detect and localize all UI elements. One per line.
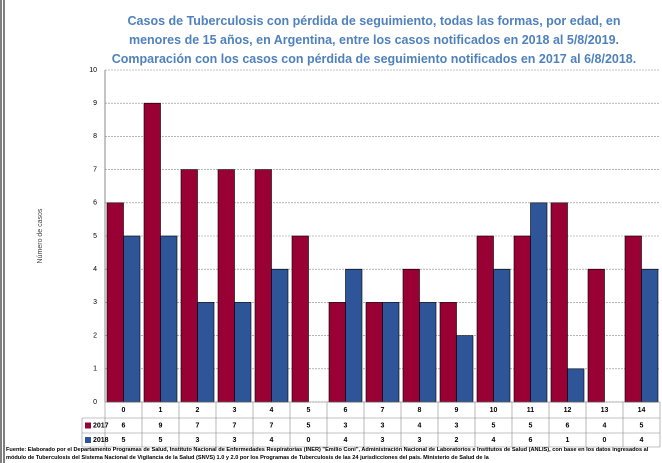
table-value: 3 [233,437,237,444]
x-tick-label: 5 [307,407,311,414]
table-value: 0 [603,437,607,444]
table-value: 4 [492,437,496,444]
bar [587,268,605,403]
table-value: 4 [640,437,644,444]
table-value: 5 [529,422,533,429]
y-axis-label: Número de casos [37,208,44,263]
table-value: 5 [640,422,644,429]
table-value: 7 [196,422,200,429]
table-value: 6 [566,422,570,429]
y-tick-label: 1 [93,366,97,373]
x-tick-label: 9 [455,407,459,414]
x-tick-label: 8 [418,407,422,414]
table-value: 6 [122,422,126,429]
x-tick-label: 11 [527,407,535,414]
table-value: 5 [159,437,163,444]
x-tick-label: 6 [344,407,348,414]
bar [291,235,309,403]
bar [530,202,548,403]
table-value: 5 [492,422,496,429]
bar [123,235,141,403]
bar [550,202,568,403]
bar [217,169,235,403]
x-tick-label: 4 [270,407,274,414]
bar [476,235,494,403]
y-tick-label: 5 [93,233,97,240]
bar [513,235,531,403]
table-value: 3 [381,437,385,444]
bar [197,302,215,403]
legend-label: 2017 [93,422,109,429]
legend-label: 2018 [93,437,109,444]
y-tick-label: 10 [89,67,97,74]
table-value: 7 [270,422,274,429]
chart-title: Casos de Tuberculosis con pérdida de seg… [111,14,637,66]
x-tick-label: 1 [159,407,163,414]
table-value: 3 [455,422,459,429]
table-value: 3 [196,437,200,444]
bar [439,302,457,403]
y-tick-label: 9 [93,100,97,107]
table-value: 4 [270,437,274,444]
y-tick-label: 8 [93,133,97,140]
x-tick-label: 14 [638,407,646,414]
x-tick-label: 10 [490,407,498,414]
table-value: 1 [566,437,570,444]
bar [402,268,420,403]
bar [567,368,585,403]
table-value: 5 [307,422,311,429]
bar [254,169,272,403]
x-tick-label: 12 [564,407,572,414]
bar [641,268,659,403]
table-value: 7 [233,422,237,429]
bar [180,169,198,403]
x-tick-label: 7 [381,407,385,414]
bar [160,235,178,403]
bar [624,235,642,403]
x-tick-label: 0 [122,407,126,414]
table-value: 4 [344,437,348,444]
x-tick-label: 2 [196,407,200,414]
bar [271,268,289,403]
y-tick-label: 3 [93,299,97,306]
y-tick-label: 2 [93,332,97,339]
legend-swatch [85,437,91,443]
legend-swatch [85,422,91,429]
table-value: 0 [307,437,311,444]
bar [328,302,346,403]
table-value: 3 [418,437,422,444]
bar [234,302,252,403]
table-value: 4 [603,422,607,429]
table-value: 6 [529,437,533,444]
bar [456,335,474,403]
source-note: Fuente: Elaborado por el Departamento Pr… [6,447,649,461]
bar [106,202,124,403]
x-tick-label: 3 [233,407,237,414]
bar [493,268,511,403]
x-tick-label: 13 [601,407,609,414]
bar [382,302,400,403]
bar [143,102,161,403]
bar [419,302,437,403]
bar [365,302,383,403]
y-tick-label: 4 [93,266,97,273]
table-value: 3 [381,422,385,429]
table-value: 9 [159,422,163,429]
y-tick-label: 6 [93,200,97,207]
y-tick-label: 7 [93,166,97,173]
table-value: 2 [455,437,459,444]
y-tick-label: 0 [93,399,97,406]
table-value: 3 [344,422,348,429]
table-value: 4 [418,422,422,429]
bar [345,268,363,403]
table-value: 5 [122,437,126,444]
